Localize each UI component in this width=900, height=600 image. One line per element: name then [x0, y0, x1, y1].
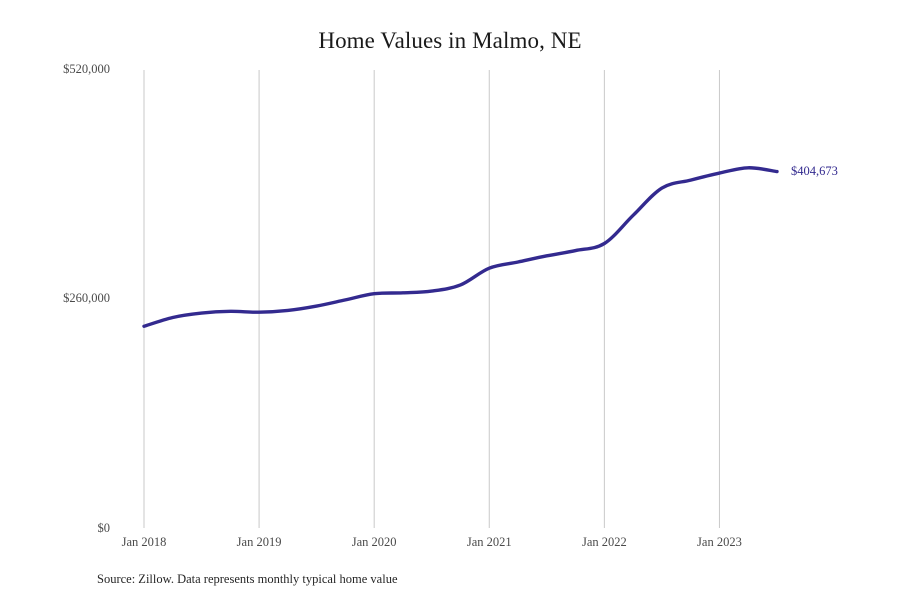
source-note: Source: Zillow. Data represents monthly …	[97, 572, 398, 586]
y-axis-tick-label-0: $0	[97, 521, 111, 535]
x-axis-tick-label-jan-2022: Jan 2022	[581, 535, 627, 549]
x-axis-tick-label-jan-2019: Jan 2019	[236, 535, 282, 549]
y-axis-tick-label-520000: $520,000	[63, 62, 110, 76]
endpoint-value-label: $404,673	[791, 163, 838, 178]
chart-title: Home Values in Malmo, NE	[318, 28, 582, 53]
gridlines	[143, 70, 720, 528]
y-axis-tick-label-260000: $260,000	[63, 291, 110, 305]
x-axis-tick-label-jan-2021: Jan 2021	[466, 535, 512, 549]
data-line-typical-home-value	[142, 166, 779, 328]
x-axis-tick-label-jan-2018: Jan 2018	[121, 535, 167, 549]
x-axis-tick-label-jan-2020: Jan 2020	[351, 535, 397, 549]
x-axis-tick-label-jan-2023: Jan 2023	[697, 535, 742, 549]
